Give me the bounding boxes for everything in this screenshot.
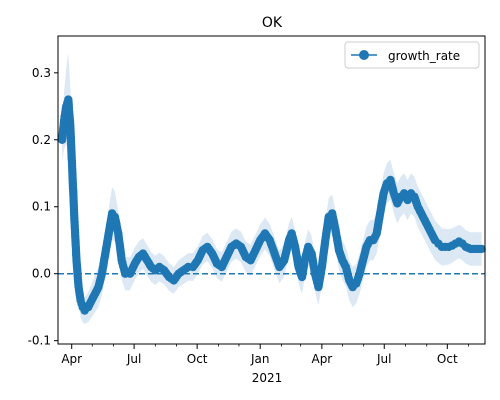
y-tick-label: 0.2 — [32, 133, 51, 147]
y-tick-label: 0.1 — [32, 200, 51, 214]
x-tick-label: Oct — [187, 352, 208, 366]
x-tick-label: Apr — [311, 352, 332, 366]
legend-marker-swatch — [359, 50, 369, 60]
legend: growth_rate — [344, 41, 480, 69]
confidence-band — [62, 52, 482, 324]
x-tick-label: Jul — [126, 352, 141, 366]
x-tick-label: Jan — [250, 352, 270, 366]
y-axis: -0.1 0.0 0.1 0.2 0.3 — [28, 66, 58, 348]
axes-frame — [57, 35, 486, 345]
y-tick-label: 0.3 — [32, 66, 51, 80]
legend-box — [344, 41, 480, 69]
y-tick-label: -0.1 — [28, 334, 51, 348]
x-axis-year-label: 2021 — [252, 371, 283, 385]
x-tick-label: Jul — [376, 352, 391, 366]
legend-label-growth-rate: growth_rate — [388, 49, 460, 63]
plot-area — [57, 52, 486, 324]
x-tick-label: Oct — [437, 352, 458, 366]
x-axis: Apr Jul Oct Jan Apr Jul Oct — [61, 344, 469, 366]
x-tick-label: Apr — [61, 352, 82, 366]
y-tick-label: 0.0 — [32, 267, 51, 281]
series-markers-growth-rate — [57, 95, 486, 315]
data-point — [477, 244, 486, 254]
chart-title: OK — [262, 15, 283, 31]
